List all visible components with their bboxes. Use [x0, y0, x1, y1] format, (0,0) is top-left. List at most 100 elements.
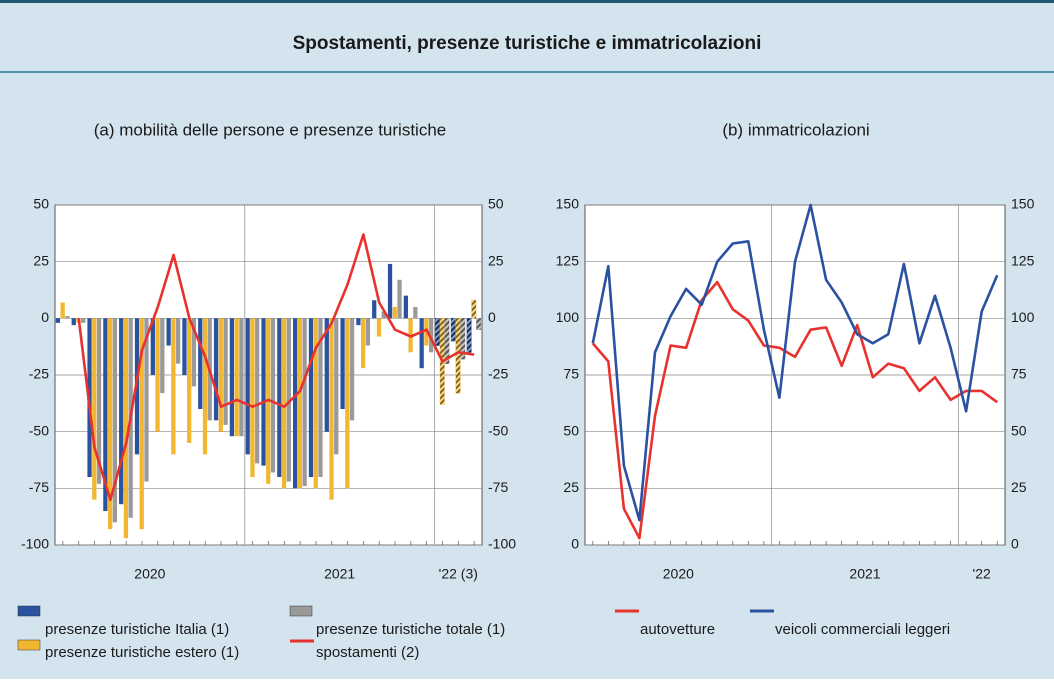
y-tick-label: 25	[1011, 479, 1027, 495]
x-tick-label: 2020	[134, 566, 165, 582]
bar-hatch	[471, 300, 476, 319]
bar	[340, 318, 345, 409]
bar	[324, 318, 329, 432]
legend-swatch	[289, 605, 313, 617]
y-tick-label: 25	[33, 252, 49, 268]
bar-hatch	[444, 318, 450, 364]
bar-hatch	[451, 318, 456, 341]
legend-label: veicoli commerciali leggeri	[775, 621, 950, 638]
line	[591, 280, 998, 540]
legend-label: presenze turistiche totale (1)	[316, 621, 505, 638]
y-tick-label: 125	[1011, 252, 1035, 268]
legend-swatch	[17, 639, 41, 651]
bar	[229, 318, 235, 437]
bar	[139, 318, 144, 530]
bar	[302, 318, 307, 487]
bar	[155, 318, 160, 432]
y-tick-label: 50	[1011, 422, 1027, 438]
bar	[270, 318, 276, 473]
legend-label: presenze turistiche Italia (1)	[45, 621, 229, 638]
y-tick-label: -25	[29, 366, 49, 382]
bar	[71, 318, 76, 326]
bar	[213, 318, 219, 421]
bar	[198, 318, 203, 409]
panel-title: (b) immatricolazioni	[722, 120, 869, 139]
bar	[392, 307, 397, 319]
bar	[223, 318, 228, 425]
y-tick-label: -50	[488, 422, 508, 438]
y-tick-label: 150	[1011, 196, 1035, 212]
y-tick-label: 50	[488, 196, 504, 212]
bar	[65, 316, 70, 319]
bar	[387, 263, 393, 319]
y-tick-label: 75	[1011, 366, 1027, 382]
bar	[107, 318, 113, 530]
bar-hatch	[466, 318, 472, 353]
bar	[202, 318, 208, 455]
bar	[239, 318, 244, 437]
bar	[286, 318, 291, 482]
bar	[171, 318, 176, 455]
y-tick-label: 75	[563, 366, 579, 382]
bar	[119, 318, 124, 505]
bar	[356, 318, 361, 326]
bar	[413, 307, 418, 319]
y-tick-label: 100	[1011, 309, 1035, 325]
bar	[419, 318, 424, 369]
y-tick-label: -100	[488, 536, 516, 552]
bar	[334, 318, 339, 455]
bar	[81, 318, 86, 323]
bar-hatch	[455, 318, 461, 394]
y-tick-label: 25	[563, 479, 579, 495]
bar	[293, 318, 298, 489]
line	[77, 233, 475, 501]
y-tick-label: -75	[29, 479, 49, 495]
bar	[361, 318, 366, 369]
bar	[187, 318, 192, 443]
bar	[372, 300, 377, 319]
bar	[144, 318, 149, 482]
bar	[182, 318, 187, 375]
bar	[191, 318, 197, 387]
x-tick-label: 2021	[324, 566, 355, 582]
x-tick-label: 2020	[663, 566, 694, 582]
bar	[318, 318, 323, 477]
x-tick-label: '22 (3)	[439, 566, 478, 582]
bar	[234, 318, 239, 437]
bar	[277, 318, 282, 477]
bar	[92, 318, 97, 500]
bar	[166, 318, 171, 346]
y-tick-label: 0	[1011, 536, 1019, 552]
bar	[175, 318, 181, 364]
bar	[397, 279, 402, 319]
bar	[160, 318, 165, 394]
legend-label: autovetture	[640, 621, 715, 638]
x-tick-label: '22	[973, 566, 991, 582]
panel-title: (a) mobilità delle persone e presenze tu…	[94, 120, 446, 139]
bar	[261, 318, 266, 466]
y-tick-label: -75	[488, 479, 508, 495]
bar	[255, 318, 260, 464]
bar	[381, 311, 386, 319]
bar	[123, 318, 129, 539]
top-border	[0, 0, 1054, 3]
legend-label: spostamenti (2)	[316, 644, 419, 661]
y-tick-label: 125	[556, 252, 580, 268]
bar	[365, 318, 371, 346]
bar	[313, 318, 318, 489]
legend-label: presenze turistiche estero (1)	[45, 644, 239, 661]
bar	[403, 295, 408, 319]
y-tick-label: 150	[556, 196, 580, 212]
bar	[308, 318, 314, 477]
bar	[329, 318, 334, 500]
bar-hatch	[476, 318, 481, 330]
y-tick-label: -25	[488, 366, 508, 382]
y-tick-label: 25	[488, 252, 504, 268]
bar	[376, 318, 382, 337]
bar	[250, 318, 255, 477]
y-tick-label: 100	[556, 309, 580, 325]
bar-hatch	[460, 318, 465, 360]
bar	[150, 318, 155, 375]
y-tick-label: -50	[29, 422, 49, 438]
